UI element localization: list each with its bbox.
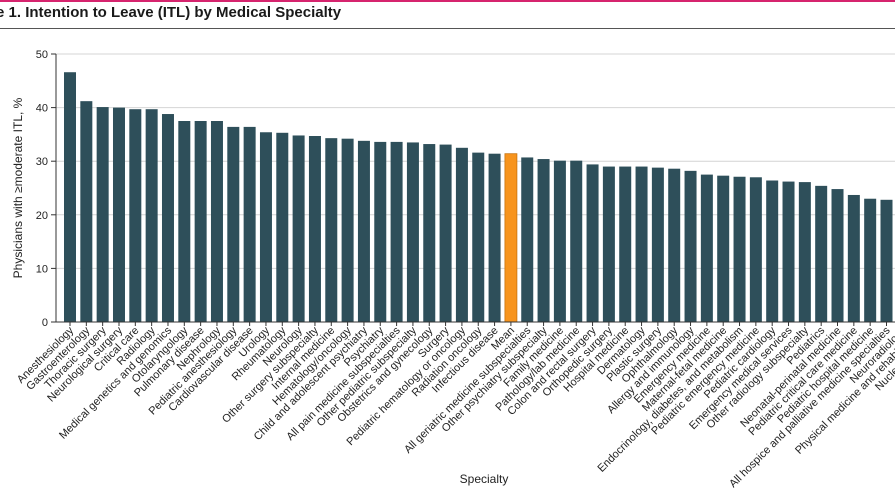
bar-mean — [504, 153, 518, 323]
bar — [439, 144, 452, 322]
y-axis-title: Physicians with ≥moderate ITL, % — [11, 97, 25, 278]
bars — [64, 72, 893, 323]
bar — [586, 164, 599, 322]
bar — [847, 194, 860, 322]
bar — [341, 138, 354, 322]
bar — [700, 174, 713, 322]
top-accent-rule — [0, 0, 895, 2]
bar — [292, 135, 305, 322]
bar — [472, 152, 485, 322]
bar — [553, 160, 566, 322]
figure-title: e 1. Intention to Leave (ITL) by Medical… — [0, 4, 341, 21]
bar — [521, 157, 534, 322]
y-tick-label: 0 — [42, 317, 48, 329]
x-axis-title: Specialty — [460, 472, 509, 486]
y-tick-label: 20 — [36, 210, 48, 222]
bar — [259, 132, 272, 322]
bar — [178, 121, 191, 322]
bar — [406, 142, 419, 322]
figure-title-text: Intention to Leave (ITL) by Medical Spec… — [25, 4, 342, 21]
bar — [276, 132, 289, 322]
bar — [635, 166, 648, 322]
bar — [325, 138, 338, 322]
bar — [423, 144, 436, 322]
bar — [602, 166, 615, 322]
y-tick-label: 10 — [36, 263, 48, 275]
bar — [161, 114, 174, 322]
bar — [749, 177, 762, 322]
bar — [570, 160, 583, 322]
axes: 0 10 20 30 40 50 — [36, 49, 895, 329]
bar — [798, 182, 811, 322]
bar — [651, 167, 664, 322]
bar — [831, 189, 844, 322]
bar — [684, 170, 697, 322]
bar — [488, 153, 501, 322]
bar — [733, 176, 746, 322]
bar — [455, 147, 468, 322]
bar — [129, 109, 142, 322]
bar — [357, 140, 370, 322]
bar — [537, 159, 550, 322]
bar — [880, 199, 893, 322]
bar — [864, 198, 877, 322]
figure-number: e 1. — [0, 4, 22, 21]
bar — [308, 136, 321, 322]
bar — [619, 166, 632, 322]
bar — [112, 107, 125, 322]
bar — [227, 126, 240, 323]
bar — [96, 107, 109, 323]
bar — [815, 185, 828, 322]
y-tick-label: 40 — [36, 103, 48, 115]
bar — [80, 101, 93, 322]
bar — [782, 181, 795, 322]
bar — [390, 141, 403, 322]
bar — [64, 72, 76, 322]
bar — [145, 109, 158, 322]
title-rule — [0, 28, 895, 29]
bar — [374, 141, 387, 322]
bar — [210, 121, 223, 322]
bar — [243, 126, 256, 323]
bar — [668, 168, 681, 322]
bar — [717, 175, 730, 322]
y-tick-label: 30 — [36, 156, 48, 168]
bar — [194, 121, 207, 322]
bar — [766, 180, 779, 322]
y-tick-label: 50 — [36, 49, 48, 61]
